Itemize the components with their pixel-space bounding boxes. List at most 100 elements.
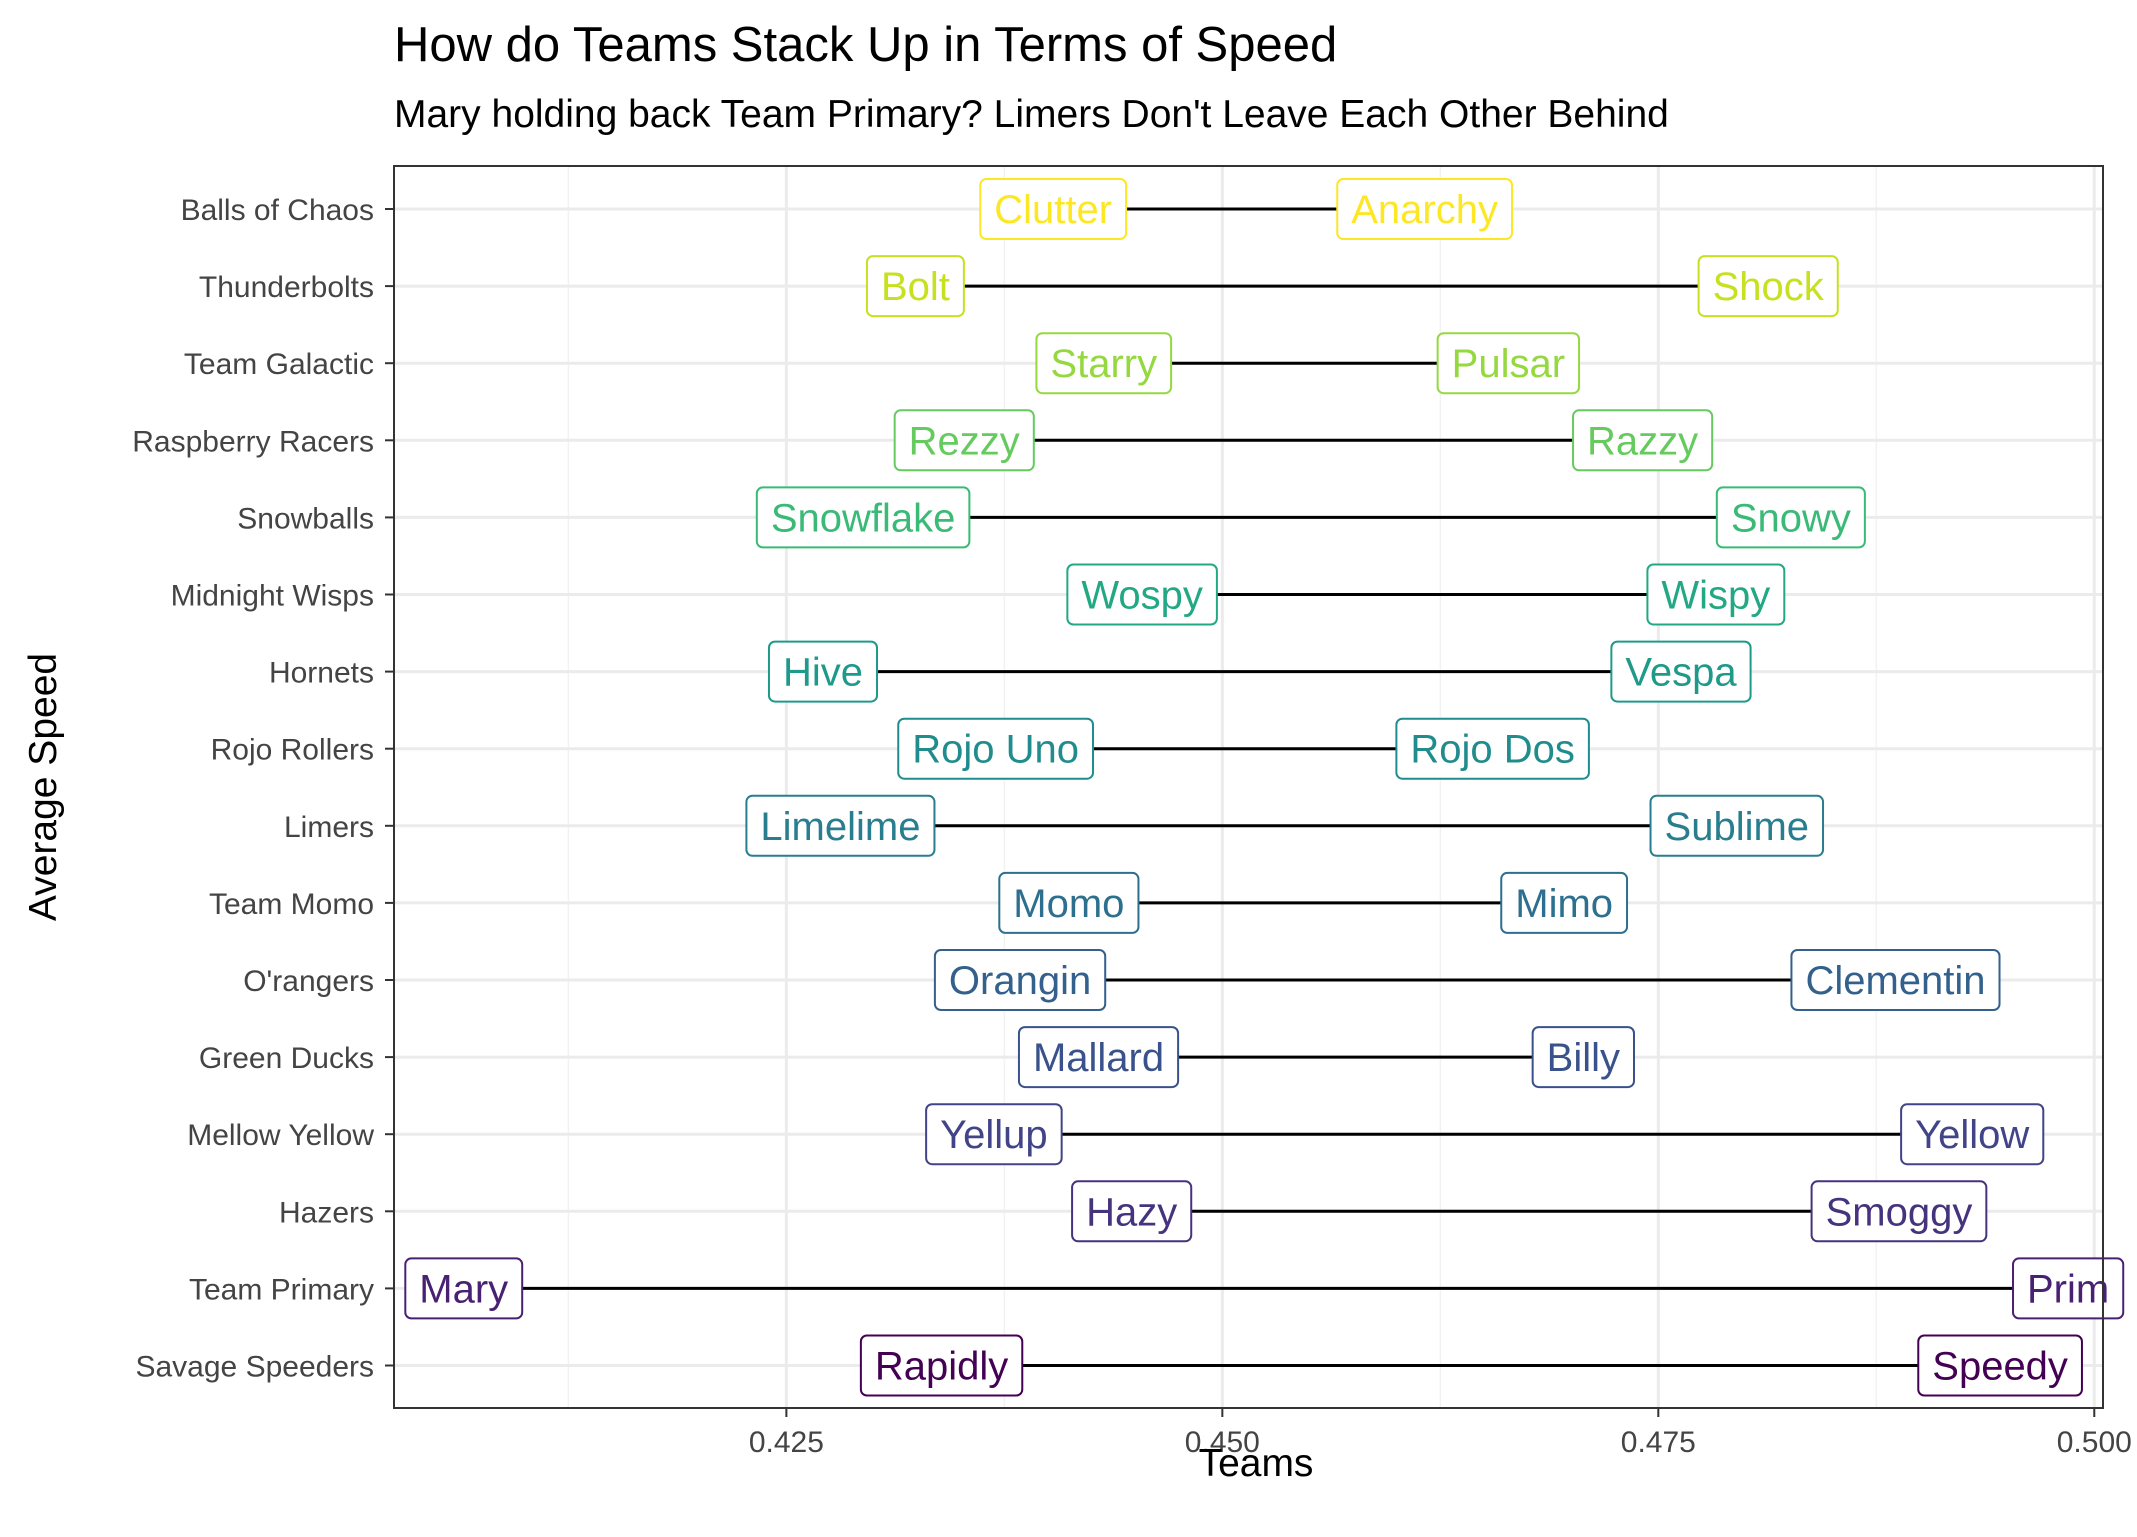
point-label: Yellup bbox=[925, 1103, 1063, 1166]
point-label: Limelime bbox=[745, 794, 936, 857]
y-tick-label: Raspberry Racers bbox=[132, 425, 374, 458]
point-label: Snowy bbox=[1715, 486, 1866, 549]
segment-layer bbox=[463, 207, 2069, 1367]
point-label-box bbox=[1917, 1334, 2083, 1397]
point-label: Speedy bbox=[1917, 1334, 2083, 1397]
point-label-box bbox=[897, 717, 1095, 780]
point-label-text: Clutter bbox=[994, 188, 1112, 232]
point-label-text: Orangin bbox=[949, 959, 1091, 1003]
point-label-box bbox=[1715, 486, 1866, 549]
point-label-text: Snowflake bbox=[771, 496, 956, 540]
point-label-text: Wispy bbox=[1661, 574, 1770, 618]
x-tick-label: 0.500 bbox=[2057, 1426, 2132, 1459]
point-label: Snowflake bbox=[755, 486, 971, 549]
point-label-text: Vespa bbox=[1625, 651, 1737, 695]
point-label-text: Clementin bbox=[1805, 959, 1985, 1003]
point-label-box bbox=[1900, 1103, 2045, 1166]
point-label-box bbox=[925, 1103, 1063, 1166]
point-label-text: Hazy bbox=[1086, 1190, 1177, 1234]
point-label-text: Anarchy bbox=[1351, 188, 1498, 232]
point-label-text: Smoggy bbox=[1826, 1190, 1973, 1234]
point-label-box bbox=[1500, 871, 1629, 934]
y-tick-label: Hornets bbox=[269, 657, 374, 690]
point-label-text: Mary bbox=[419, 1267, 508, 1311]
point-label: Yellow bbox=[1900, 1103, 2045, 1166]
plot-border bbox=[393, 165, 2104, 1409]
point-label: Mallard bbox=[1017, 1026, 1180, 1089]
y-tick-label: Savage Speeders bbox=[135, 1351, 374, 1384]
axis-layer: Balls of Chaos Thunderbolts Team Galactic R… bbox=[132, 194, 2132, 1459]
point-label-text: Rapidly bbox=[875, 1345, 1008, 1389]
point-label-box bbox=[1336, 178, 1514, 240]
point-label-text: Yellup bbox=[940, 1113, 1048, 1157]
chart-subtitle: Mary holding back Team Primary? Limers D… bbox=[394, 93, 1669, 136]
point-label: Sublime bbox=[1649, 794, 1825, 857]
point-label-box bbox=[1790, 949, 2001, 1011]
point-label-box bbox=[1017, 1026, 1180, 1089]
point-label-box bbox=[1646, 563, 1786, 626]
point-label-text: Yellow bbox=[1915, 1113, 2029, 1157]
x-tick-label: 0.425 bbox=[749, 1426, 824, 1459]
point-label-text: Hive bbox=[783, 651, 863, 695]
point-label-box bbox=[1071, 1180, 1193, 1243]
point-label-box bbox=[1066, 563, 1218, 626]
point-label-text: Prim bbox=[2027, 1267, 2109, 1311]
point-label-text: Speedy bbox=[1932, 1345, 2068, 1389]
point-label-box bbox=[998, 871, 1140, 934]
point-label-box bbox=[1436, 332, 1581, 395]
point-label: Mary bbox=[404, 1257, 524, 1320]
y-tick-label: Limers bbox=[284, 811, 374, 844]
point-label-text: Limelime bbox=[760, 805, 920, 849]
point-label: Momo bbox=[998, 871, 1140, 934]
point-label: Mimo bbox=[1500, 871, 1629, 934]
point-label: Rojo Dos bbox=[1395, 717, 1590, 780]
point-label: Shock bbox=[1697, 255, 1839, 318]
point-label-box bbox=[755, 486, 971, 549]
chart-title: How do Teams Stack Up in Terms of Speed bbox=[394, 18, 1337, 72]
point-label-text: Rojo Dos bbox=[1410, 728, 1575, 772]
point-label-text: Razzy bbox=[1587, 419, 1698, 463]
point-label-box bbox=[767, 640, 879, 703]
point-label-box bbox=[745, 794, 936, 857]
x-tick-label: 0.475 bbox=[1621, 1426, 1696, 1459]
point-label-box bbox=[893, 409, 1035, 472]
point-label-box bbox=[1395, 717, 1590, 780]
point-label-text: Rojo Uno bbox=[912, 728, 1079, 772]
y-tick-label: Team Momo bbox=[209, 888, 374, 921]
point-label-text: Bolt bbox=[881, 265, 950, 309]
point-label-text: Starry bbox=[1050, 342, 1157, 386]
point-label-box bbox=[2012, 1257, 2125, 1320]
point-label-text: Rezzy bbox=[909, 419, 1020, 463]
label-layer: Clutter Anarchy Bolt Shock Starry Pulsar Rezzy… bbox=[404, 178, 2125, 1397]
point-label: Wospy bbox=[1066, 563, 1218, 626]
point-label-text: Snowy bbox=[1731, 496, 1851, 540]
point-label: Rezzy bbox=[893, 409, 1035, 472]
x-tick-label: 0.450 bbox=[1185, 1426, 1260, 1459]
point-label: Bolt bbox=[865, 255, 965, 318]
y-tick-label: O'rangers bbox=[243, 965, 374, 998]
y-tick-label: Mellow Yellow bbox=[187, 1119, 374, 1152]
point-label-box bbox=[1697, 255, 1839, 318]
point-label-text: Wospy bbox=[1081, 574, 1203, 618]
y-tick-label: Team Primary bbox=[189, 1273, 374, 1306]
point-label-box bbox=[1810, 1180, 1988, 1243]
point-label-box bbox=[1572, 409, 1714, 472]
point-label: Starry bbox=[1035, 332, 1173, 395]
point-label: Razzy bbox=[1572, 409, 1714, 472]
point-label: Clutter bbox=[979, 178, 1128, 240]
point-label-box bbox=[1035, 332, 1173, 395]
point-label: Wispy bbox=[1646, 563, 1786, 626]
point-label-box bbox=[933, 949, 1107, 1011]
point-label-box bbox=[865, 255, 965, 318]
point-label-box bbox=[1531, 1026, 1635, 1089]
x-axis-title: Teams bbox=[1199, 1442, 1314, 1485]
point-label: Prim bbox=[2012, 1257, 2125, 1320]
point-label: Rapidly bbox=[859, 1334, 1024, 1397]
point-label-text: Pulsar bbox=[1452, 342, 1565, 386]
y-tick-label: Team Galactic bbox=[184, 348, 374, 381]
point-label-text: Mallard bbox=[1033, 1036, 1164, 1080]
point-label: Hive bbox=[767, 640, 879, 703]
point-label-text: Shock bbox=[1713, 265, 1825, 309]
